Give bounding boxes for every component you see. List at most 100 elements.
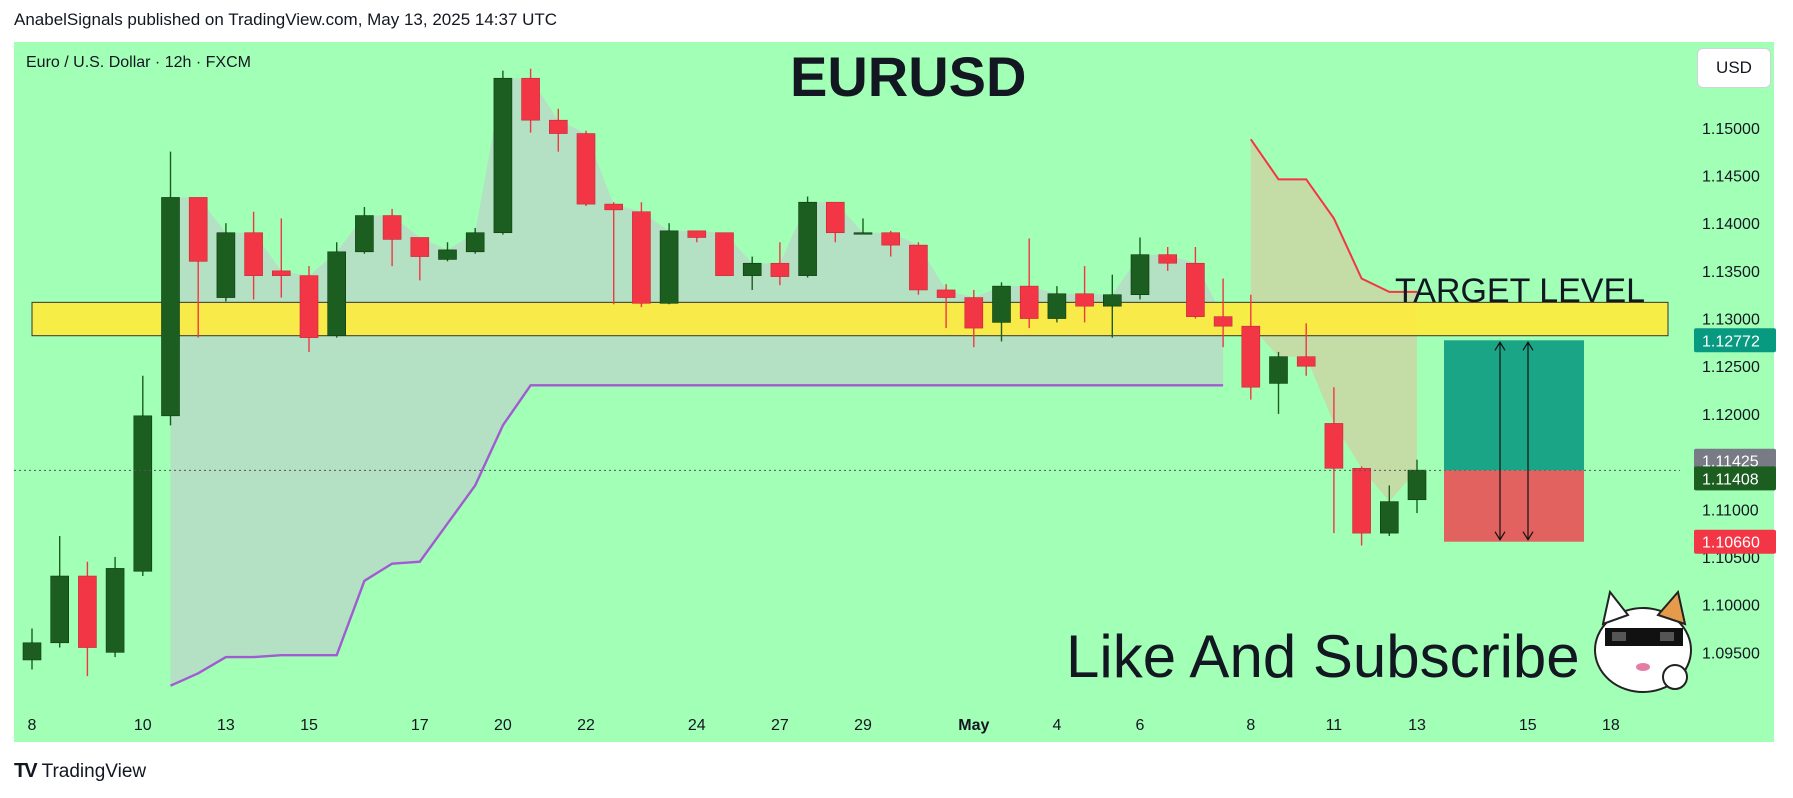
candle-body [133,415,153,572]
price-label: 1.12772 [1702,333,1760,350]
y-tick-label: 1.10500 [1702,550,1760,567]
y-tick-label: 1.13000 [1702,312,1760,329]
arrow-head [1522,341,1534,351]
x-tick-label: 13 [1408,717,1426,734]
price-label: 1.10660 [1702,535,1760,552]
x-tick-label: 17 [411,717,429,734]
candle-body [853,232,873,235]
candle-body [798,201,817,276]
price-label-bg [1694,529,1776,554]
candle-body [438,249,457,260]
x-tick-label: May [958,717,989,734]
y-tick-label: 1.11000 [1702,502,1759,519]
x-tick-label: 8 [28,717,37,734]
y-tick-label: 1.14500 [1702,169,1760,186]
candle-body [493,77,513,234]
candle-body [105,568,125,653]
candle-body [770,262,790,277]
x-tick-label: 27 [771,717,789,734]
x-tick-label: 20 [494,717,512,734]
candle-body [992,285,1011,323]
subscribe-text: Like And Subscribe [1066,623,1580,690]
price-label-bg [1694,328,1776,353]
candle-body [1241,325,1261,388]
candle-body [687,230,707,238]
trail-fill-lower [170,78,1224,686]
time-axis: 8 10 13 15 17 20 22 24 27 29 May 4 6 8 11 13 15 18 [28,717,1620,734]
cat-sunglasses-icon [1594,589,1692,693]
y-tick-label: 1.10000 [1702,598,1760,615]
candle-body [216,232,236,298]
long-position-tool[interactable] [1444,340,1584,542]
y-tick-label: 1.12500 [1702,359,1760,376]
candle-body [881,232,901,246]
candle-body [1158,254,1177,264]
candle-body [1130,254,1150,296]
publish-header: AnabelSignals published on TradingView.c… [14,10,558,29]
y-tick-label: 1.13500 [1702,264,1760,281]
y-tick-label: 1.15000 [1702,121,1760,138]
target-level-label: TARGET LEVEL [1395,272,1645,310]
x-tick-label: 24 [688,717,706,734]
candle-body [825,201,845,234]
x-tick-label: 18 [1602,717,1620,734]
y-tick-label: 1.14000 [1702,216,1760,233]
arrow-head [1494,531,1506,541]
trail-purple-line [170,384,1224,687]
candle-body [22,642,42,661]
candle-body [1407,469,1427,501]
candle-body [1019,285,1039,319]
x-tick-label: 11 [1326,717,1343,734]
candle-body [1075,293,1094,307]
x-tick-label: 29 [854,717,872,734]
arrow-head [1522,531,1534,541]
candle-body [271,270,291,276]
candle-body [1352,467,1371,534]
y-tick-label: 1.09500 [1702,645,1760,662]
symbol-info: Euro / U.S. Dollar · 12h · FXCM [26,54,251,71]
arrow-head [1494,341,1506,351]
x-tick-label: 22 [577,717,595,734]
candle-body [576,133,596,205]
candle-body [715,232,734,276]
chart-title: EURUSD [790,45,1027,108]
candle-body [355,215,374,253]
trail-lines [14,138,1680,687]
candle-body [1324,423,1344,469]
price-label: 1.11408 [1702,471,1759,488]
candle-body [244,232,263,276]
candle-body [964,297,984,329]
candle-body [632,211,651,304]
candle-body [188,197,208,262]
candle-body [78,575,97,648]
candle-body [465,232,485,253]
tradingview-footer[interactable]: TV TradingView [14,760,146,783]
candle-body [521,77,540,121]
x-tick-label: 13 [217,717,235,734]
tradingview-logo-icon: TV [14,760,38,782]
price-label-bg [1694,466,1776,491]
profit-zone [1444,340,1584,471]
candle-body [161,197,180,417]
x-tick-label: 6 [1136,717,1145,734]
x-tick-label: 10 [134,717,152,734]
trail-red-line [1249,138,1417,293]
candle-body [299,275,319,338]
candle-body [1380,501,1399,534]
candle-body [742,262,762,276]
currency-button[interactable]: USD [1697,48,1771,88]
candle-body [1103,294,1122,307]
candle-body [909,244,928,291]
candle-body [548,119,568,134]
x-tick-label: 15 [1519,717,1537,734]
candles [22,68,1427,677]
y-tick-label: 1.12000 [1702,407,1760,424]
candle-body [1047,293,1067,319]
candle-body [1186,262,1205,317]
candle-body [936,289,956,298]
candle-body [604,203,624,211]
candle-body [327,251,347,337]
x-tick-label: 4 [1052,717,1061,734]
